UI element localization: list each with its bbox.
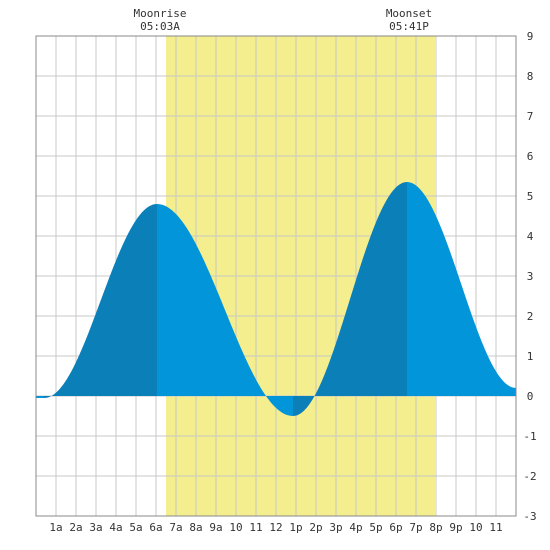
x-tick-label: 9p: [449, 521, 462, 534]
x-tick-label: 8p: [429, 521, 442, 534]
x-tick-label: 10: [469, 521, 482, 534]
x-tick-label: 1p: [289, 521, 302, 534]
x-tick-label: 11: [249, 521, 262, 534]
x-tick-label: 11: [489, 521, 502, 534]
y-tick-label: 0: [527, 390, 534, 403]
y-tick-label: 7: [527, 110, 534, 123]
tide-falling-segment: [157, 204, 293, 416]
x-tick-label: 6a: [149, 521, 162, 534]
x-tick-label: 2a: [69, 521, 82, 534]
x-tick-label: 3p: [329, 521, 342, 534]
y-tick-label: -3: [523, 510, 536, 523]
y-tick-label: 6: [527, 150, 534, 163]
x-tick-label: 4p: [349, 521, 362, 534]
y-tick-label: 9: [527, 30, 534, 43]
y-tick-label: 5: [527, 190, 534, 203]
y-tick-label: -1: [523, 430, 536, 443]
x-tick-label: 12: [269, 521, 282, 534]
x-tick-label: 6p: [389, 521, 402, 534]
moonset-label: Moonset: [386, 7, 432, 20]
moonset-time: 05:41P: [389, 20, 429, 33]
moonrise-label: Moonrise: [134, 7, 187, 20]
y-tick-label: 2: [527, 310, 534, 323]
y-tick-labels: -3 -2 -1 0 1 2 3 4 5 6 7 8 9: [523, 30, 536, 523]
tide-rising-segment: [293, 182, 407, 416]
y-tick-label: 1: [527, 350, 534, 363]
x-tick-label: 10: [229, 521, 242, 534]
x-tick-label: 3a: [89, 521, 102, 534]
x-tick-label: 5p: [369, 521, 382, 534]
tide-falling-segment: [36, 396, 44, 398]
y-tick-label: 8: [527, 70, 534, 83]
x-tick-label: 5a: [129, 521, 142, 534]
y-tick-label: 4: [527, 230, 534, 243]
tide-rising-segment: [44, 204, 157, 398]
plot-frame: [35, 35, 517, 517]
x-tick-label: 7a: [169, 521, 182, 534]
y-tick-label: -2: [523, 470, 536, 483]
y-tick-label: 3: [527, 270, 534, 283]
moonrise-time: 05:03A: [140, 20, 180, 33]
tide-falling-segment: [407, 182, 516, 396]
x-tick-label: 8a: [189, 521, 202, 534]
x-tick-label: 9a: [209, 521, 222, 534]
x-tick-label: 2p: [309, 521, 322, 534]
x-tick-label: 1a: [49, 521, 62, 534]
x-tick-labels: 1a 2a 3a 4a 5a 6a 7a 8a 9a 10 11 12 1p 2p 3p 4p 5p 6p 7p 8p…: [49, 521, 502, 534]
tide-areas: [36, 182, 516, 416]
x-tick-label: 4a: [109, 521, 122, 534]
x-tick-label: 7p: [409, 521, 422, 534]
